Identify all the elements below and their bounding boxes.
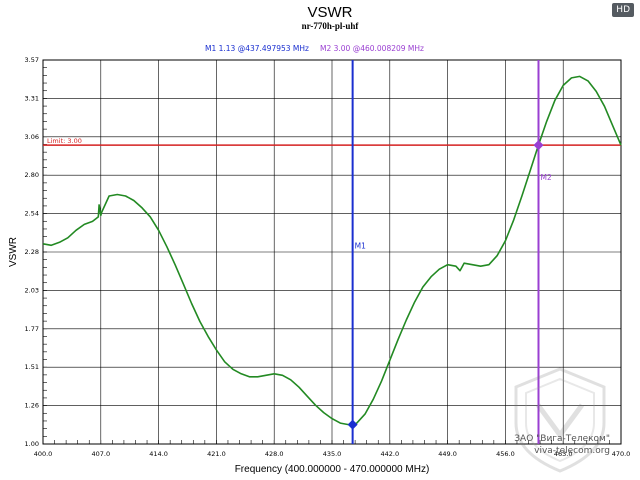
y-tick-label: 3.57 xyxy=(25,56,39,64)
y-tick-label: 1.51 xyxy=(25,363,39,371)
y-tick-label: 3.06 xyxy=(25,133,39,141)
x-tick-label: 456.0 xyxy=(496,450,515,458)
y-tick-label: 2.80 xyxy=(25,171,39,179)
x-tick-label: 400.0 xyxy=(34,450,53,458)
limit-label: Limit: 3.00 xyxy=(47,137,82,145)
watermark-site: viva-telecom.org xyxy=(534,446,610,456)
y-tick-label: 2.28 xyxy=(25,248,39,256)
hd-badge: HD xyxy=(612,3,634,17)
x-tick-label: 435.0 xyxy=(323,450,342,458)
markers: M1 M2 xyxy=(347,60,552,444)
x-tick-label: 470.0 xyxy=(612,450,631,458)
marker-m1-point xyxy=(347,419,358,430)
y-tick-label: 2.03 xyxy=(25,286,39,294)
x-tick-label: 442.0 xyxy=(380,450,399,458)
y-tick-label: 1.26 xyxy=(25,402,39,410)
marker-m2-label: M2 xyxy=(540,173,551,182)
marker-m2-point xyxy=(533,140,544,151)
x-tick-label: 463.0 xyxy=(554,450,573,458)
x-tick-label: 414.0 xyxy=(149,450,168,458)
grid xyxy=(42,59,622,445)
x-tick-label: 407.0 xyxy=(91,450,110,458)
x-axis-label: Frequency (400.000000 - 470.000000 MHz) xyxy=(235,464,430,475)
x-tick-label: 449.0 xyxy=(438,450,457,458)
y-tick-label: 2.54 xyxy=(25,210,39,218)
watermark-company: ЗАО "Вига-Телеком" xyxy=(514,434,610,444)
marker-m1-label: M1 xyxy=(355,242,366,251)
marker-m1-readout: M1 1.13 @437.497953 MHz xyxy=(205,44,309,53)
x-tick-labels: 400.0 407.0 414.0 421.0 428.0 435.0 442.0 449.0… xyxy=(34,450,631,458)
x-tick-label: 428.0 xyxy=(265,450,284,458)
x-tick-label: 421.0 xyxy=(207,450,226,458)
y-tick-label: 3.31 xyxy=(25,94,39,102)
company-logo-watermark xyxy=(500,365,620,475)
y-axis-label: VSWR xyxy=(8,237,19,267)
chart-subtitle: nr-770h-pl-uhf xyxy=(302,21,360,31)
chart-title: VSWR xyxy=(308,4,353,21)
marker-m2-readout: M2 3.00 @460.008209 MHz xyxy=(320,44,424,53)
vswr-series-line xyxy=(42,75,622,426)
y-tick-label: 1.77 xyxy=(25,325,39,333)
y-tick-label: 1.00 xyxy=(25,440,39,448)
y-tick-labels: 1.00 1.26 1.51 1.77 2.03 2.28 2.54 2.80 3.06 3.31… xyxy=(25,56,39,448)
